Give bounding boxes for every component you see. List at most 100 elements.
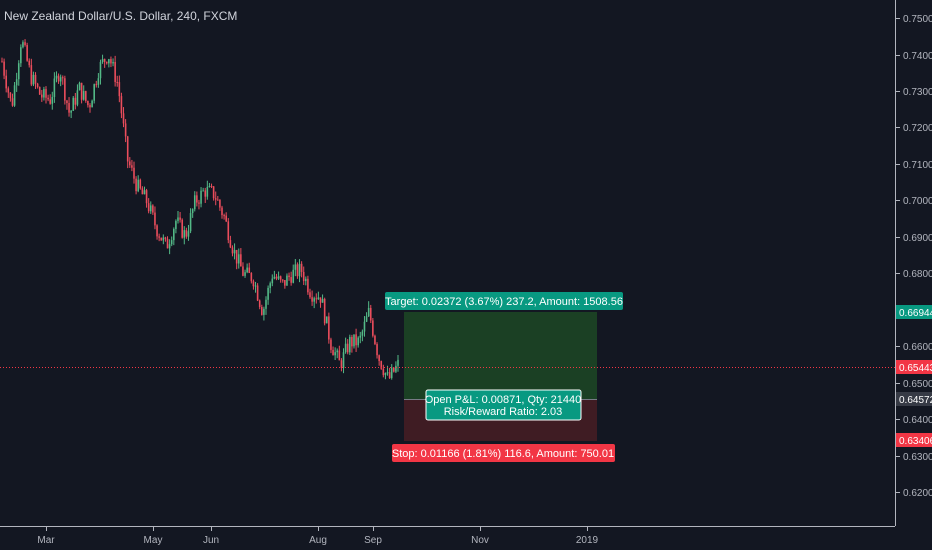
candle-body: [168, 244, 171, 249]
candle-body: [300, 263, 303, 272]
candle-body: [36, 83, 39, 88]
time-tick-aug: Aug: [309, 526, 327, 546]
candle-body: [372, 320, 374, 336]
candle-body: [141, 188, 144, 195]
candle-body: [382, 368, 385, 376]
candle-body: [275, 276, 278, 279]
candle-body: [1, 61, 3, 63]
candle-body: [355, 334, 357, 346]
candle-body: [91, 100, 93, 108]
candle-body: [223, 215, 225, 217]
candle-body: [45, 89, 47, 98]
position-info-box[interactable]: Open P&L: 0.00871, Qty: 21440 Risk/Rewar…: [425, 389, 582, 421]
candle-body: [349, 337, 351, 353]
time-tick-label: 2019: [576, 535, 599, 546]
candle-body: [82, 91, 85, 100]
time-tick-sep: Sep: [364, 526, 382, 546]
candle-body: [57, 75, 60, 82]
candle-body: [374, 335, 376, 345]
candle-body: [365, 316, 368, 322]
candle-body: [108, 59, 110, 64]
candle-body: [225, 215, 227, 222]
time-tick-may: May: [144, 526, 163, 546]
candle-body: [149, 205, 152, 212]
candle-body: [309, 292, 311, 298]
time-axis[interactable]: Mar May Jun Aug Sep Nov 2019: [37, 526, 599, 546]
candle-body: [87, 100, 89, 106]
candle-body: [187, 231, 190, 237]
candle-body: [252, 281, 255, 287]
candle-body: [9, 92, 12, 99]
candlestick-series[interactable]: [1, 39, 399, 380]
candle-body: [200, 190, 202, 204]
candle-body: [101, 59, 104, 62]
candle-body: [162, 237, 165, 241]
candle-body: [17, 63, 20, 80]
candle-body: [240, 254, 242, 267]
candle-body: [95, 84, 98, 86]
candle-body: [173, 228, 175, 241]
candle-body: [72, 97, 75, 111]
candle-body: [369, 307, 372, 321]
candle-body: [219, 200, 221, 208]
candle-body: [367, 307, 370, 317]
candle-body: [118, 82, 121, 97]
candle-body: [196, 195, 198, 203]
candle-body: [267, 287, 269, 300]
candle-body: [229, 240, 232, 248]
candle-body: [290, 277, 292, 283]
candle-body: [227, 221, 230, 241]
stop-label[interactable]: Stop: 0.01166 (1.81%) 116.6, Amount: 750…: [392, 444, 615, 462]
time-tick-label: Sep: [364, 535, 382, 546]
target-label[interactable]: Target: 0.02372 (3.67%) 237.2, Amount: 1…: [385, 292, 623, 310]
time-tick-label: Mar: [37, 535, 55, 546]
svg-text:0.64572: 0.64572: [899, 395, 932, 406]
candle-body: [311, 297, 313, 302]
candle-body: [43, 89, 45, 98]
candle-body: [261, 306, 263, 315]
candle-body: [235, 249, 238, 264]
candle-body: [32, 74, 35, 85]
candle-body: [359, 335, 362, 338]
candle-body: [110, 59, 112, 64]
candle-body: [112, 62, 114, 64]
target-zone[interactable]: [404, 312, 597, 399]
candle-body: [64, 78, 66, 101]
candle-body: [281, 279, 284, 281]
candle-body: [378, 355, 380, 362]
candle-body: [28, 60, 31, 66]
candle-body: [189, 213, 192, 232]
price-badge-last: 0.65443: [896, 360, 932, 374]
time-tick-label: May: [144, 535, 163, 546]
candle-body: [202, 190, 204, 192]
candle-body: [353, 334, 355, 347]
candle-body: [59, 77, 62, 82]
candle-body: [129, 161, 131, 166]
candle-body: [122, 113, 125, 124]
risk-reward-text: Risk/Reward Ratio: 2.03: [444, 406, 563, 418]
target-label-text: Target: 0.02372 (3.67%) 237.2, Amount: 1…: [385, 296, 623, 308]
candle-body: [298, 263, 301, 277]
candle-body: [41, 94, 43, 98]
candle-body: [263, 308, 265, 315]
candle-body: [20, 47, 22, 64]
candle-body: [250, 272, 253, 282]
candle-body: [397, 359, 399, 366]
candle-body: [265, 299, 267, 309]
candle-body: [346, 343, 349, 353]
candle-body: [338, 350, 341, 361]
candle-body: [210, 185, 213, 187]
candle-body: [330, 339, 332, 350]
candle-body: [156, 225, 158, 237]
candle-body: [47, 97, 49, 100]
